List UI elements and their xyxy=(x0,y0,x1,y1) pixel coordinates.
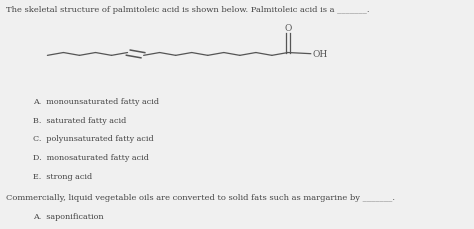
Text: A.  saponification: A. saponification xyxy=(33,212,104,220)
Text: C.  polyunsaturated fatty acid: C. polyunsaturated fatty acid xyxy=(33,135,154,143)
Text: OH: OH xyxy=(312,50,328,59)
Text: B.  saturated fatty acid: B. saturated fatty acid xyxy=(33,116,127,124)
Text: A.  monounsaturated fatty acid: A. monounsaturated fatty acid xyxy=(33,97,159,105)
Text: The skeletal structure of palmitoleic acid is shown below. Palmitoleic acid is a: The skeletal structure of palmitoleic ac… xyxy=(6,6,369,14)
Text: O: O xyxy=(284,24,292,33)
Text: D.  monosaturated fatty acid: D. monosaturated fatty acid xyxy=(33,154,149,162)
Text: E.  strong acid: E. strong acid xyxy=(33,172,92,180)
Text: Commercially, liquid vegetable oils are converted to solid fats such as margarin: Commercially, liquid vegetable oils are … xyxy=(6,194,395,202)
